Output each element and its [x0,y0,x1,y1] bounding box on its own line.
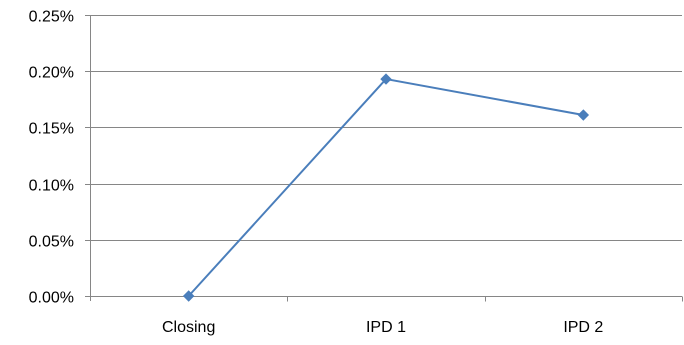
series-line [187,77,584,297]
y-tick-label: 0.05% [29,234,74,251]
x-tick-labels: Closing IPD 1 IPD 2 [162,319,603,336]
axes [85,15,683,302]
y-tick-labels: 0.00% 0.05% 0.10% 0.15% 0.20% 0.25% [29,9,74,307]
y-tick-label: 0.15% [29,121,74,138]
x-tick-label: IPD 1 [366,319,406,336]
data-point-marker [380,73,392,85]
y-tick-label: 0.10% [29,178,74,195]
gridlines [90,15,682,241]
y-tick-label: 0.25% [29,9,74,26]
series [182,73,590,302]
y-tick-label: 0.20% [29,65,74,82]
data-point-marker [182,290,195,302]
data-point-marker [577,109,590,121]
y-tick-label: 0.00% [29,290,74,307]
x-tick-label: IPD 2 [563,319,603,336]
x-tick-label: Closing [162,319,215,336]
